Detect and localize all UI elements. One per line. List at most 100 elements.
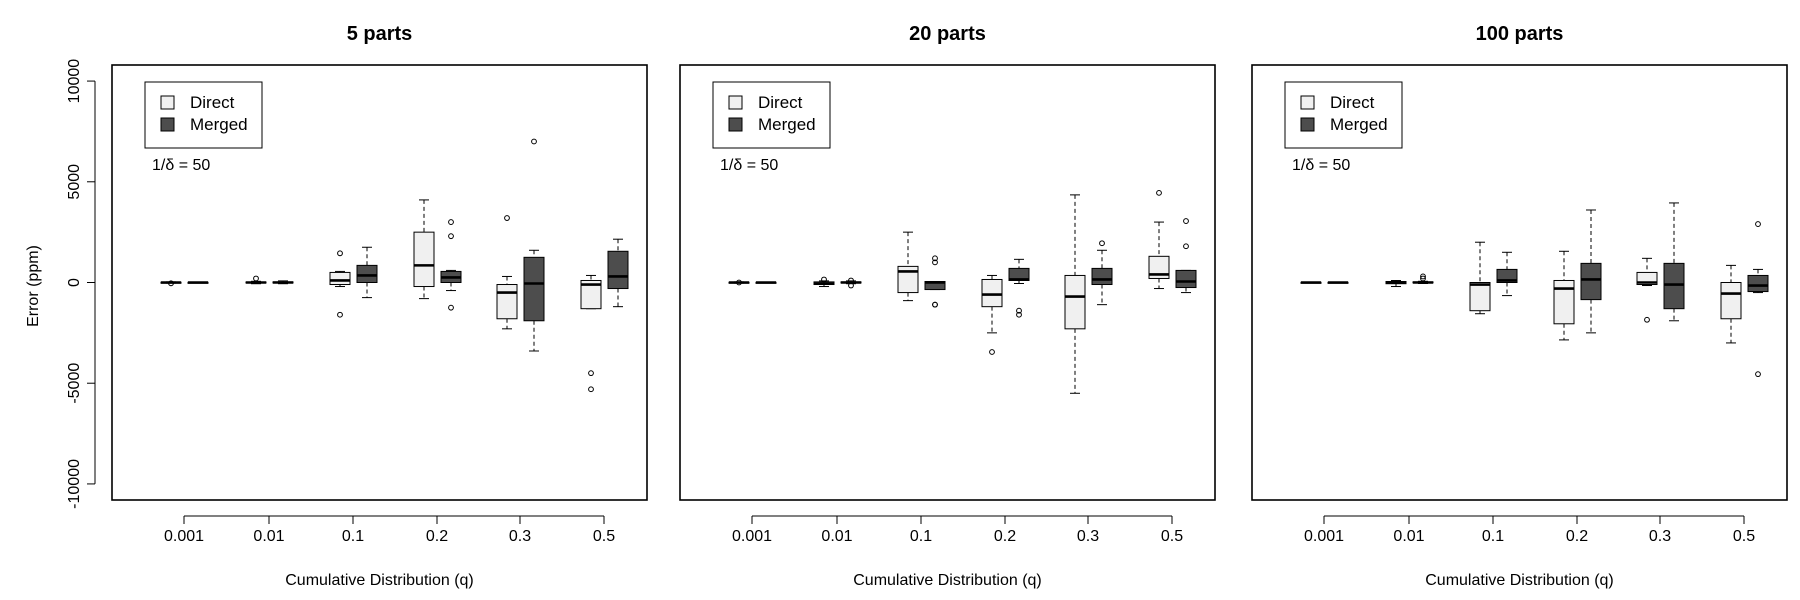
box-body <box>981 278 1003 308</box>
box-body <box>1469 282 1491 312</box>
box-body <box>897 265 919 294</box>
box-direct <box>329 250 351 318</box>
box-merged <box>187 281 209 284</box>
y-axis: -10000 -5000 0 5000 10000 <box>66 59 96 509</box>
x-tick-label: 0.3 <box>1649 528 1671 545</box>
box-direct <box>897 231 919 302</box>
box-direct <box>728 279 750 286</box>
outlier-point <box>1420 273 1426 280</box>
x-tick-label: 0.5 <box>1733 528 1755 545</box>
outlier-point <box>504 215 510 221</box>
panel-title: 5 parts <box>347 23 413 45</box>
box-body <box>1091 267 1113 286</box>
legend-swatch-merged <box>160 117 175 132</box>
box-body <box>1148 255 1170 279</box>
box-direct <box>813 276 835 288</box>
box-merged <box>1580 209 1602 334</box>
x-tick-label: 0.1 <box>342 528 364 545</box>
legend-frame <box>1284 81 1403 149</box>
box-merged <box>607 238 629 308</box>
outlier-point <box>253 275 259 282</box>
x-tick-label: 0.5 <box>593 528 615 545</box>
box-body <box>1663 262 1685 310</box>
outlier-point <box>337 250 343 257</box>
x-tick-label: 0.2 <box>1566 528 1588 545</box>
box-merged <box>523 138 545 352</box>
box-direct <box>580 274 602 393</box>
panel-title: 20 parts <box>909 23 986 45</box>
legend-label-direct: Direct <box>1330 93 1375 112</box>
legend: Direct Merged <box>1284 81 1403 149</box>
y-tick-label: 5000 <box>66 164 83 200</box>
panel-frame <box>1251 64 1788 501</box>
x-tick-label: 0.1 <box>910 528 932 545</box>
box-direct <box>160 280 182 287</box>
outlier-point <box>989 349 995 355</box>
outlier-point <box>736 279 742 286</box>
outlier-point <box>1016 311 1022 318</box>
box-body <box>523 256 545 322</box>
box-direct <box>981 274 1003 355</box>
y-tick-label: 10000 <box>66 59 83 104</box>
box-body <box>356 264 378 283</box>
box-merged <box>1412 273 1434 285</box>
box-body <box>329 271 351 286</box>
delta-note: 1/δ = 50 <box>1292 157 1350 174</box>
box-merged <box>272 280 294 285</box>
outlier-point <box>1183 218 1189 224</box>
box-merged <box>1747 221 1769 378</box>
box-direct <box>496 215 518 330</box>
x-axis-label: Cumulative Distribution (q) <box>1425 572 1614 589</box>
legend-swatch-direct <box>160 95 175 110</box>
legend-label-merged: Merged <box>758 115 816 134</box>
legend-swatch-merged <box>1300 117 1315 132</box>
y-tick-label: -10000 <box>66 459 83 509</box>
x-tick-label: 0.01 <box>821 528 852 545</box>
x-axis-label: Cumulative Distribution (q) <box>285 572 474 589</box>
panel-2: 20 parts Direct Merged 1/δ = 50 0.001 0.01 0.1… <box>679 23 1216 589</box>
box-direct <box>245 275 267 285</box>
outlier-point <box>932 255 938 262</box>
legend-frame <box>712 81 831 149</box>
box-merged <box>1175 218 1197 294</box>
box-body <box>1580 262 1602 301</box>
box-body <box>607 250 629 290</box>
box-merged <box>1327 281 1349 284</box>
legend-label-merged: Merged <box>190 115 248 134</box>
x-tick-label: 0.001 <box>1304 528 1344 545</box>
x-tick-label: 0.001 <box>732 528 772 545</box>
x-axis: 0.001 0.01 0.1 0.2 0.3 0.5 <box>1304 515 1755 545</box>
box-merged <box>1496 251 1518 297</box>
legend: Direct Merged <box>144 81 263 149</box>
box-direct <box>1553 250 1575 341</box>
outlier-point <box>932 301 938 308</box>
box-merged <box>440 219 462 311</box>
outlier-point <box>1099 240 1105 247</box>
x-axis: 0.001 0.01 0.1 0.2 0.3 0.5 <box>732 515 1183 545</box>
outlier-point <box>932 259 938 266</box>
box-direct <box>1385 279 1407 288</box>
box-merged <box>924 255 946 308</box>
box-direct <box>1300 281 1322 284</box>
y-axis-label: Error (ppm) <box>25 245 42 327</box>
box-direct <box>1469 241 1491 315</box>
outlier-point <box>1420 275 1426 282</box>
legend-swatch-direct <box>1300 95 1315 110</box>
outlier-point <box>588 370 594 377</box>
outlier-point <box>848 282 854 289</box>
box-merged <box>755 281 777 284</box>
box-direct <box>1064 194 1086 394</box>
outlier-point <box>448 233 454 240</box>
box-merged <box>356 246 378 299</box>
outlier-point <box>588 386 594 393</box>
panel-frame <box>679 64 1216 501</box>
legend-label-direct: Direct <box>758 93 803 112</box>
outlier-point <box>1156 189 1162 196</box>
panel-title: 100 parts <box>1476 23 1564 45</box>
x-tick-label: 0.3 <box>509 528 531 545</box>
outlier-point <box>448 304 454 311</box>
legend-swatch-merged <box>728 117 743 132</box>
x-tick-label: 0.5 <box>1161 528 1183 545</box>
outlier-point <box>531 138 537 145</box>
